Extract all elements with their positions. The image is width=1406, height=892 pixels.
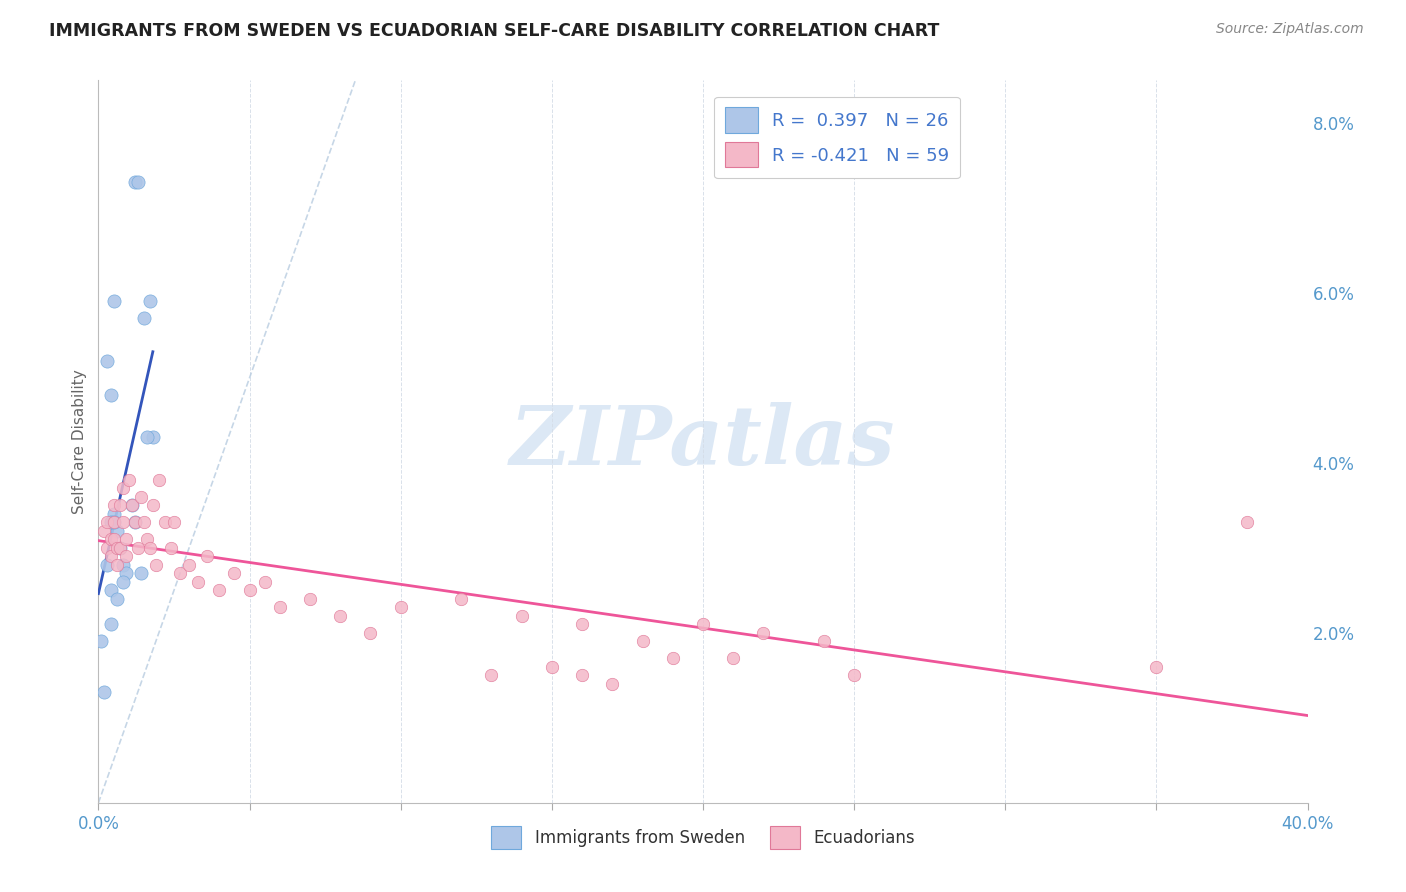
Point bbox=[135, 430, 157, 444]
Text: Source: ZipAtlas.com: Source: ZipAtlas.com bbox=[1216, 22, 1364, 37]
Point bbox=[132, 516, 155, 530]
Point bbox=[96, 558, 118, 572]
Text: IMMIGRANTS FROM SWEDEN VS ECUADORIAN SELF-CARE DISABILITY CORRELATION CHART: IMMIGRANTS FROM SWEDEN VS ECUADORIAN SEL… bbox=[49, 22, 939, 40]
Point bbox=[329, 608, 352, 623]
Point bbox=[602, 677, 624, 691]
Point bbox=[723, 651, 745, 665]
Point bbox=[90, 634, 112, 648]
Point bbox=[111, 481, 134, 495]
Point bbox=[481, 668, 503, 682]
Point bbox=[105, 524, 128, 538]
Point bbox=[135, 533, 157, 547]
Point bbox=[96, 516, 118, 530]
Point bbox=[93, 685, 115, 699]
Point bbox=[108, 498, 131, 512]
Point bbox=[127, 541, 149, 555]
Point bbox=[96, 353, 118, 368]
Point bbox=[179, 558, 201, 572]
Point bbox=[139, 294, 162, 309]
Point bbox=[571, 668, 593, 682]
Point bbox=[1144, 660, 1167, 674]
Point bbox=[510, 608, 533, 623]
Point bbox=[208, 583, 231, 598]
Point bbox=[105, 558, 128, 572]
Point bbox=[224, 566, 246, 581]
Point bbox=[661, 651, 683, 665]
Point bbox=[813, 634, 835, 648]
Point bbox=[450, 591, 472, 606]
Point bbox=[139, 541, 162, 555]
Point bbox=[299, 591, 322, 606]
Point bbox=[127, 175, 149, 189]
Point bbox=[195, 549, 218, 564]
Point bbox=[103, 294, 125, 309]
Point bbox=[692, 617, 714, 632]
Point bbox=[114, 566, 136, 581]
Point bbox=[114, 549, 136, 564]
Point bbox=[105, 541, 128, 555]
Point bbox=[540, 660, 562, 674]
Point bbox=[132, 311, 155, 326]
Point bbox=[571, 617, 593, 632]
Point bbox=[389, 600, 412, 615]
Point bbox=[752, 625, 775, 640]
Point bbox=[108, 541, 131, 555]
Point bbox=[103, 507, 125, 521]
Point bbox=[121, 498, 143, 512]
Point bbox=[108, 541, 131, 555]
Point bbox=[253, 574, 276, 589]
Point bbox=[148, 473, 170, 487]
Point bbox=[269, 600, 291, 615]
Point bbox=[111, 558, 134, 572]
Point bbox=[114, 533, 136, 547]
Point bbox=[103, 498, 125, 512]
Point bbox=[105, 591, 128, 606]
Point bbox=[111, 574, 134, 589]
Point bbox=[142, 430, 165, 444]
Point bbox=[103, 516, 125, 530]
Point bbox=[103, 516, 125, 530]
Point bbox=[118, 473, 141, 487]
Point bbox=[100, 549, 122, 564]
Point bbox=[100, 583, 122, 598]
Point bbox=[124, 516, 146, 530]
Point bbox=[93, 524, 115, 538]
Point bbox=[124, 175, 146, 189]
Point bbox=[103, 533, 125, 547]
Text: ZIPatlas: ZIPatlas bbox=[510, 401, 896, 482]
Point bbox=[121, 498, 143, 512]
Point bbox=[153, 516, 176, 530]
Point bbox=[129, 566, 152, 581]
Point bbox=[100, 388, 122, 402]
Point bbox=[111, 516, 134, 530]
Point bbox=[1236, 516, 1258, 530]
Point bbox=[100, 617, 122, 632]
Point bbox=[124, 516, 146, 530]
Y-axis label: Self-Care Disability: Self-Care Disability bbox=[72, 369, 87, 514]
Point bbox=[96, 541, 118, 555]
Point bbox=[142, 498, 165, 512]
Point bbox=[160, 541, 183, 555]
Point bbox=[163, 516, 186, 530]
Point bbox=[100, 533, 122, 547]
Point bbox=[169, 566, 191, 581]
Point bbox=[145, 558, 167, 572]
Legend: Immigrants from Sweden, Ecuadorians: Immigrants from Sweden, Ecuadorians bbox=[485, 819, 921, 856]
Point bbox=[239, 583, 262, 598]
Point bbox=[100, 516, 122, 530]
Point bbox=[844, 668, 866, 682]
Point bbox=[129, 490, 152, 504]
Point bbox=[187, 574, 209, 589]
Point bbox=[631, 634, 654, 648]
Point bbox=[360, 625, 382, 640]
